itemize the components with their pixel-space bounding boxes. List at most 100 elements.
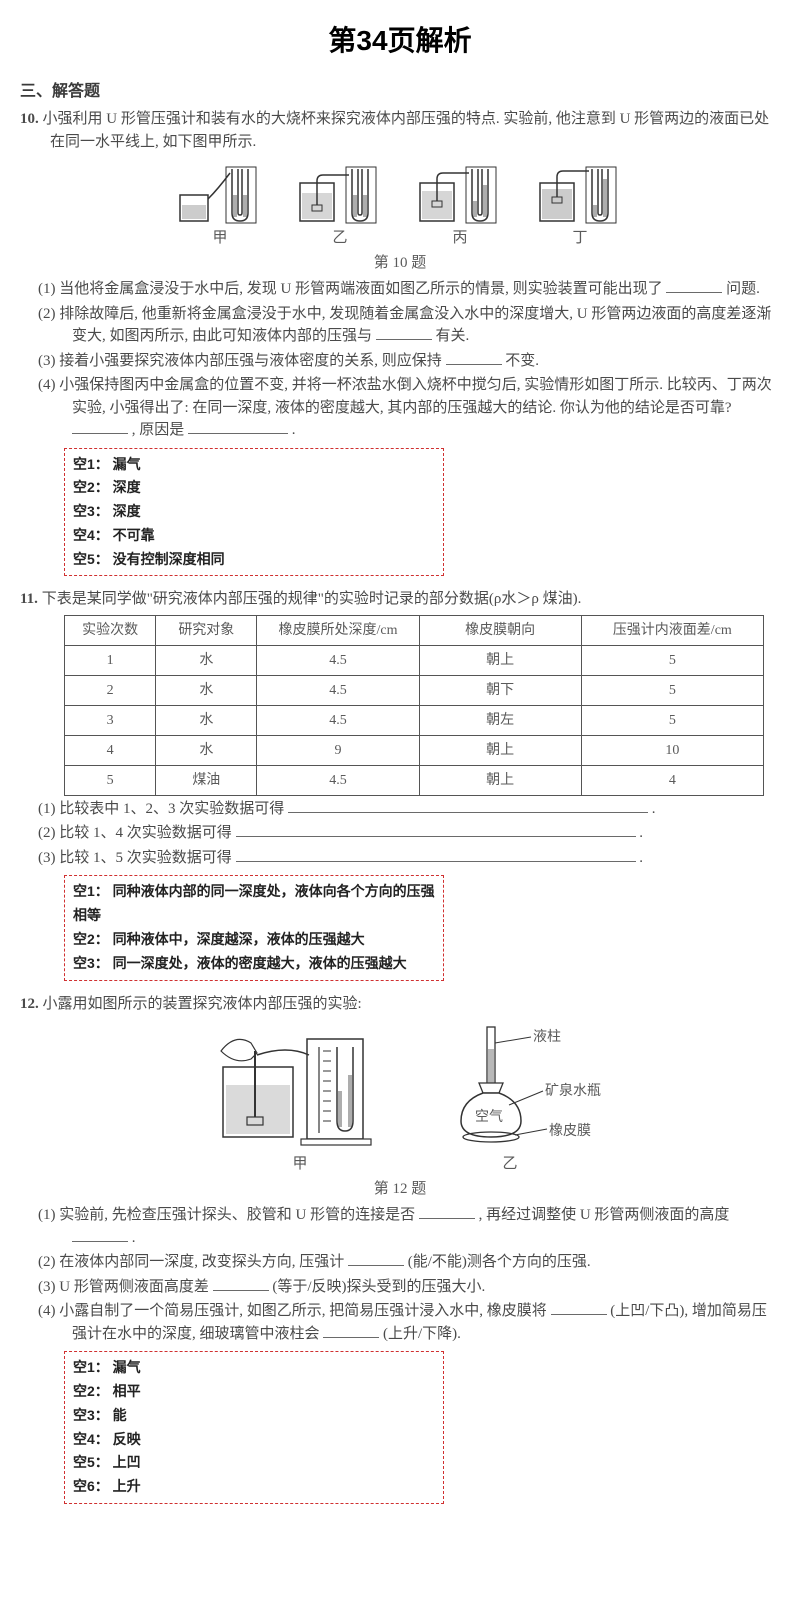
answer-line: 空3： 深度 [73, 500, 435, 524]
table-cell: 水 [156, 645, 257, 675]
blank [323, 1323, 379, 1338]
label-bottle: 矿泉水瓶 [545, 1081, 601, 1102]
q11-tail: . [652, 801, 656, 817]
label-air: 空气 [475, 1107, 503, 1128]
q10-fig-a: 甲 [178, 161, 262, 250]
answer-line: 空4： 反映 [73, 1428, 435, 1452]
q12-sub1-tail: . [132, 1230, 136, 1246]
table-cell: 4.5 [257, 705, 419, 735]
table-cell: 4.5 [257, 765, 419, 795]
q10-sub1: (1) 当他将金属盒浸没于水中后, 发现 U 形管两端液面如图乙所示的情景, 则… [20, 278, 780, 301]
table-cell: 4 [65, 735, 156, 765]
q12-sub1-mid: , 再经过调整使 U 形管两侧液面的高度 [479, 1207, 730, 1223]
q12-sub4: (4) 小露自制了一个简易压强计, 如图乙所示, 把简易压强计浸入水中, 橡皮膜… [20, 1300, 780, 1345]
table-cell: 5 [581, 675, 763, 705]
q10-fig-b: 乙 [298, 161, 382, 250]
table-cell: 4.5 [257, 675, 419, 705]
answer-line: 空2： 相平 [73, 1380, 435, 1404]
table-cell: 水 [156, 675, 257, 705]
table-cell: 5 [65, 765, 156, 795]
answer-line: 空1： 漏气 [73, 1356, 435, 1380]
q10-sub1-text: (1) 当他将金属盒浸没于水中后, 发现 U 形管两端液面如图乙所示的情景, 则… [38, 281, 663, 297]
q11-sub3-text: (3) 比较 1、5 次实验数据可得 [38, 850, 232, 866]
q12-fig-b-cap: 乙 [435, 1153, 585, 1176]
table-cell: 煤油 [156, 765, 257, 795]
q10-fig-d: 丁 [538, 161, 622, 250]
blank [376, 325, 432, 340]
table-cell: 5 [581, 705, 763, 735]
q12-sub3: (3) U 形管两侧液面高度差 (等于/反映)探头受到的压强大小. [20, 1276, 780, 1299]
table-cell: 3 [65, 705, 156, 735]
page-title: 第34页解析 [20, 20, 780, 62]
question-10: 10. 小强利用 U 形管压强计和装有水的大烧杯来探究液体内部压强的特点. 实验… [20, 108, 780, 576]
q11-sub1: (1) 比较表中 1、2、3 次实验数据可得 . [20, 798, 780, 821]
blank [348, 1251, 404, 1266]
q10-sub3: (3) 接着小强要探究液体内部压强与液体密度的关系, 则应保持 不变. [20, 350, 780, 373]
q10-answer-box: 空1： 漏气 空2： 深度 空3： 深度 空4： 不可靠 空5： 没有控制深度相… [64, 448, 444, 577]
q12-answer-box: 空1： 漏气 空2： 相平 空3： 能 空4： 反映 空5： 上凹 空6： 上升 [64, 1351, 444, 1504]
q10-fig-a-cap: 甲 [178, 227, 262, 250]
answer-line: 空1： 漏气 [73, 453, 435, 477]
q12-figures: 甲 液柱 矿泉水瓶 空气 橡皮膜 乙 [20, 1021, 780, 1176]
table-row: 5煤油4.5朝上4 [65, 765, 764, 795]
q12-sub1: (1) 实验前, 先检查压强计探头、胶管和 U 形管的连接是否 , 再经过调整使… [20, 1204, 780, 1249]
question-11: 11. 下表是某同学做"研究液体内部压强的规律"的实验时记录的部分数据(ρ水＞ρ… [20, 588, 780, 980]
q10-sub4-mid: , 原因是 [132, 422, 185, 438]
table-cell: 9 [257, 735, 419, 765]
q11-tail: . [639, 850, 643, 866]
pressure-gauge-setup-icon [215, 1021, 385, 1151]
table-cell: 10 [581, 735, 763, 765]
q11-stem: 11. 下表是某同学做"研究液体内部压强的规律"的实验时记录的部分数据(ρ水＞ρ… [20, 588, 780, 611]
blank [236, 847, 636, 862]
label-membrane: 橡皮膜 [549, 1121, 591, 1142]
q12-stem-text: 小露用如图所示的装置探究液体内部压强的实验: [43, 996, 362, 1012]
blank [419, 1204, 475, 1219]
answer-line: 空2： 深度 [73, 476, 435, 500]
blank [666, 278, 722, 293]
q12-sub2: (2) 在液体内部同一深度, 改变探头方向, 压强计 (能/不能)测各个方向的压… [20, 1251, 780, 1274]
col-header: 橡皮膜所处深度/cm [257, 615, 419, 645]
table-cell: 水 [156, 705, 257, 735]
table-cell: 朝上 [419, 645, 581, 675]
beaker-utube-b-icon [298, 161, 382, 225]
table-row: 1水4.5朝上5 [65, 645, 764, 675]
blank [72, 419, 128, 434]
q10-sub3-text: (3) 接着小强要探究液体内部压强与液体密度的关系, 则应保持 [38, 353, 442, 369]
q11-answer-box: 空1： 同种液体内部的同一深度处，液体向各个方向的压强相等 空2： 同种液体中，… [64, 875, 444, 980]
question-12: 12. 小露用如图所示的装置探究液体内部压强的实验: [20, 993, 780, 1504]
table-row: 2水4.5朝下5 [65, 675, 764, 705]
col-header: 研究对象 [156, 615, 257, 645]
answer-line: 空6： 上升 [73, 1475, 435, 1499]
answer-line: 空3： 能 [73, 1404, 435, 1428]
q10-sub2: (2) 排除故障后, 他重新将金属盒浸没于水中, 发现随着金属盒没入水中的深度增… [20, 303, 780, 348]
q10-sub4-text: (4) 小强保持图丙中金属盒的位置不变, 并将一杯浓盐水倒入烧杯中搅匀后, 实验… [38, 377, 772, 416]
answer-line: 空5： 上凹 [73, 1451, 435, 1475]
q12-fig-a: 甲 [215, 1021, 385, 1176]
blank [551, 1300, 607, 1315]
col-header: 压强计内液面差/cm [581, 615, 763, 645]
q12-stem: 12. 小露用如图所示的装置探究液体内部压强的实验: [20, 993, 780, 1016]
q10-number: 10. [20, 111, 39, 127]
q10-sub4-tail: . [292, 422, 296, 438]
q12-sub4-tail: (上升/下降). [383, 1326, 461, 1342]
col-header: 橡皮膜朝向 [419, 615, 581, 645]
table-cell: 4.5 [257, 645, 419, 675]
beaker-utube-d-icon [538, 161, 622, 225]
q11-table: 实验次数 研究对象 橡皮膜所处深度/cm 橡皮膜朝向 压强计内液面差/cm 1水… [64, 615, 764, 796]
table-row: 4水9朝上10 [65, 735, 764, 765]
q10-sub3-tail: 不变. [505, 353, 539, 369]
table-cell: 1 [65, 645, 156, 675]
answer-line: 空5： 没有控制深度相同 [73, 548, 435, 572]
q12-number: 12. [20, 996, 39, 1012]
q10-figures: 甲 乙 [20, 161, 780, 250]
table-cell: 4 [581, 765, 763, 795]
blank [288, 798, 648, 813]
table-cell: 朝下 [419, 675, 581, 705]
section-header: 三、解答题 [20, 80, 780, 104]
q11-sub2: (2) 比较 1、4 次实验数据可得 . [20, 822, 780, 845]
beaker-utube-a-icon [178, 161, 262, 225]
answer-line: 空2： 同种液体中，深度越深，液体的压强越大 [73, 928, 435, 952]
q11-tail: . [639, 825, 643, 841]
q12-fig-b: 液柱 矿泉水瓶 空气 橡皮膜 乙 [435, 1021, 585, 1176]
q10-sub2-tail: 有关. [436, 328, 470, 344]
